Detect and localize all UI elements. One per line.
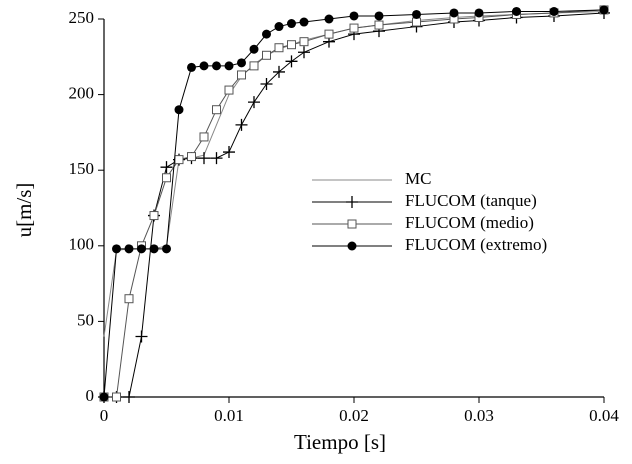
marker <box>324 14 334 24</box>
y-tick-label: 200 <box>69 84 95 103</box>
marker <box>174 155 184 165</box>
x-tick-label: 0.02 <box>339 406 369 425</box>
y-axis-label: u[m/s] <box>12 183 36 238</box>
marker <box>210 152 223 165</box>
marker <box>124 244 134 254</box>
legend-label: MC <box>405 169 431 188</box>
x-axis-label: Tiempo [s] <box>294 430 386 454</box>
marker <box>123 391 135 403</box>
y-tick-label: 250 <box>69 8 95 27</box>
marker <box>224 61 234 71</box>
marker <box>274 43 284 53</box>
marker <box>237 58 246 68</box>
marker <box>99 392 109 402</box>
marker <box>112 244 121 254</box>
marker <box>374 20 384 30</box>
marker <box>549 6 559 16</box>
marker <box>324 29 334 39</box>
legend-label: FLUCOM (extremo) <box>405 235 547 254</box>
marker <box>198 152 210 165</box>
legend-label: FLUCOM (medio) <box>405 213 534 232</box>
marker <box>174 105 184 115</box>
marker <box>262 50 271 60</box>
marker <box>374 11 384 21</box>
marker <box>224 85 234 95</box>
marker <box>212 61 221 71</box>
series-line <box>103 10 605 337</box>
marker <box>162 244 171 254</box>
marker <box>274 22 284 32</box>
marker <box>449 8 459 18</box>
y-tick-label: 50 <box>77 310 94 329</box>
marker <box>160 161 173 174</box>
marker <box>599 5 609 15</box>
x-tick-label: 0 <box>100 406 109 425</box>
marker <box>112 392 121 402</box>
marker <box>299 17 309 27</box>
marker <box>512 6 521 16</box>
marker <box>149 244 159 254</box>
x-tick-label: 0.03 <box>464 406 494 425</box>
x-tick-label: 0.04 <box>589 406 619 425</box>
marker <box>287 19 296 29</box>
marker <box>299 37 309 47</box>
marker <box>199 132 209 142</box>
marker <box>285 55 298 68</box>
marker <box>235 118 248 131</box>
legend-marker <box>347 241 357 251</box>
x-tick-label: 0.01 <box>214 406 244 425</box>
series-line <box>104 9 605 398</box>
y-tick-label: 100 <box>69 235 95 254</box>
legend-label: FLUCOM (tanque) <box>405 191 537 210</box>
marker <box>273 65 285 78</box>
marker <box>237 70 246 80</box>
marker <box>199 61 209 71</box>
marker <box>124 294 134 304</box>
series-line <box>104 12 605 398</box>
marker <box>187 62 196 72</box>
marker <box>212 105 221 115</box>
legend-marker <box>346 196 358 208</box>
marker <box>349 11 359 21</box>
marker <box>249 61 259 71</box>
marker <box>187 152 196 162</box>
marker <box>137 244 146 254</box>
marker <box>162 173 171 183</box>
marker <box>135 330 148 343</box>
marker <box>249 44 259 54</box>
legend-marker <box>347 219 357 229</box>
marker <box>223 146 235 159</box>
marker <box>474 8 484 18</box>
y-tick-label: 0 <box>86 386 95 405</box>
marker <box>412 17 421 27</box>
marker <box>248 96 260 109</box>
marker <box>298 46 310 59</box>
marker <box>412 9 421 19</box>
y-tick-label: 150 <box>69 159 95 178</box>
marker <box>260 78 273 91</box>
marker <box>287 40 296 50</box>
marker <box>149 211 159 221</box>
marker <box>349 23 359 33</box>
marker <box>262 29 271 39</box>
